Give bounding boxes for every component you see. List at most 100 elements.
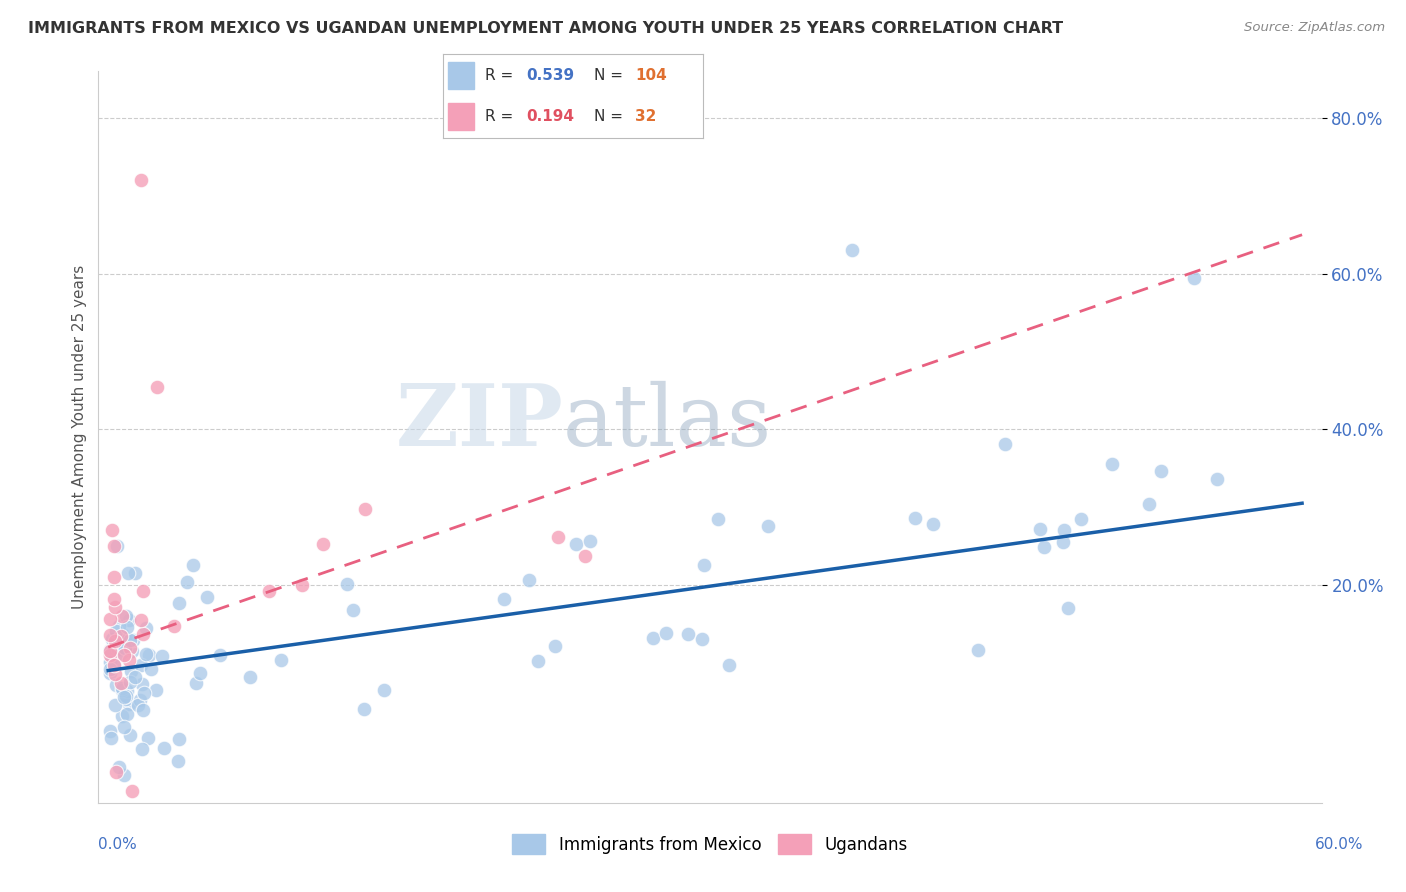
Point <box>544 639 567 653</box>
Point <box>104 666 127 681</box>
Point <box>176 574 198 589</box>
Point <box>100 731 122 745</box>
Point <box>104 678 127 692</box>
Point <box>574 549 596 564</box>
Point <box>135 621 157 635</box>
Point <box>118 653 141 667</box>
Point <box>112 690 135 705</box>
Point <box>167 732 190 747</box>
Point <box>98 644 121 658</box>
Point <box>134 647 156 661</box>
Point <box>312 537 335 551</box>
Legend: Immigrants from Mexico, Ugandans: Immigrants from Mexico, Ugandans <box>505 828 915 860</box>
Point <box>353 702 375 716</box>
Point <box>1101 457 1123 471</box>
Point <box>105 539 128 553</box>
Point <box>103 592 125 607</box>
Point <box>117 566 139 580</box>
Point <box>132 627 155 641</box>
Text: atlas: atlas <box>564 381 772 464</box>
Text: 32: 32 <box>636 109 657 124</box>
Point <box>124 566 146 581</box>
Point <box>904 510 927 524</box>
Text: 104: 104 <box>636 68 666 83</box>
Point <box>117 698 139 712</box>
Point <box>678 626 700 640</box>
Point <box>110 629 132 643</box>
Point <box>129 614 152 628</box>
Point <box>141 662 163 676</box>
Point <box>166 754 188 768</box>
Point <box>101 524 124 538</box>
Point <box>105 624 128 639</box>
Point <box>104 698 127 712</box>
Point <box>98 655 121 669</box>
Point <box>994 436 1017 450</box>
Point <box>107 642 129 657</box>
Point <box>1150 464 1173 478</box>
Point <box>112 648 135 662</box>
Point <box>118 633 141 648</box>
Text: N =: N = <box>593 109 623 124</box>
Point <box>373 683 395 698</box>
Point <box>131 583 153 598</box>
Point <box>115 619 138 633</box>
Point <box>107 640 129 655</box>
Point <box>1206 472 1229 486</box>
Point <box>131 677 153 691</box>
Point <box>98 628 121 642</box>
Point <box>186 676 208 690</box>
Point <box>110 646 132 660</box>
Point <box>1070 512 1092 526</box>
Point <box>111 708 134 723</box>
Point <box>108 619 131 633</box>
Point <box>131 173 153 187</box>
Point <box>1053 523 1076 537</box>
Point <box>121 784 143 798</box>
Point <box>104 636 127 650</box>
Point <box>103 658 125 673</box>
Point <box>1137 497 1160 511</box>
Point <box>114 632 136 646</box>
Point <box>110 676 132 690</box>
Point <box>758 519 780 533</box>
Point <box>693 558 716 572</box>
Point <box>257 584 280 599</box>
Point <box>115 692 138 706</box>
Point <box>136 731 159 745</box>
Point <box>121 644 143 658</box>
Point <box>527 654 550 668</box>
Point <box>167 596 190 610</box>
Point <box>921 517 943 532</box>
Point <box>103 657 125 672</box>
Point <box>120 665 142 679</box>
Point <box>115 684 138 698</box>
Point <box>122 633 145 648</box>
Point <box>841 244 863 258</box>
Point <box>128 692 150 706</box>
Point <box>519 573 541 587</box>
Point <box>108 760 131 774</box>
Point <box>547 530 569 544</box>
Point <box>112 767 135 781</box>
Point <box>132 703 155 717</box>
Point <box>565 537 588 551</box>
Point <box>104 634 127 648</box>
Point <box>98 663 121 677</box>
Text: IMMIGRANTS FROM MEXICO VS UGANDAN UNEMPLOYMENT AMONG YOUTH UNDER 25 YEARS CORREL: IMMIGRANTS FROM MEXICO VS UGANDAN UNEMPL… <box>28 21 1063 36</box>
Point <box>1056 601 1078 615</box>
Text: N =: N = <box>593 68 623 83</box>
Text: ZIP: ZIP <box>395 381 564 465</box>
Point <box>1032 540 1054 554</box>
Point <box>98 643 121 657</box>
Point <box>114 640 136 655</box>
Text: R =: R = <box>485 68 517 83</box>
Point <box>98 724 121 739</box>
Point <box>111 682 134 697</box>
Point <box>115 608 138 623</box>
Point <box>120 641 142 656</box>
Point <box>110 627 132 641</box>
Point <box>105 764 128 779</box>
Point <box>146 379 169 393</box>
Point <box>188 666 211 681</box>
